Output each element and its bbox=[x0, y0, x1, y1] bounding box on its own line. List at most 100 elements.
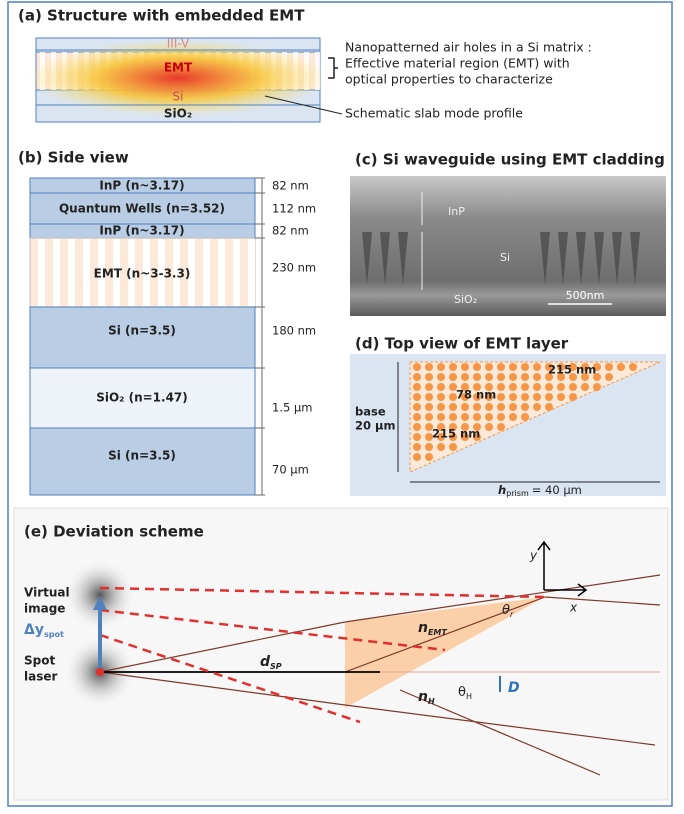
hole bbox=[473, 373, 481, 381]
hole bbox=[485, 423, 493, 431]
hole bbox=[413, 433, 421, 441]
note: Schematic slab mode profile bbox=[345, 106, 523, 121]
layer-label: Si bbox=[173, 90, 184, 104]
air-hole bbox=[68, 239, 75, 306]
sem-label: InP bbox=[448, 205, 465, 218]
layer-label: SiO₂ bbox=[164, 107, 192, 121]
hole bbox=[413, 383, 421, 391]
hole bbox=[449, 363, 457, 371]
hole bbox=[425, 383, 433, 391]
layer-label: InP (n~3.17) bbox=[99, 179, 184, 193]
label: Spot bbox=[24, 654, 55, 668]
hole bbox=[509, 363, 517, 371]
hole bbox=[521, 363, 529, 371]
hole bbox=[449, 403, 457, 411]
hole bbox=[485, 363, 493, 371]
hole bbox=[425, 373, 433, 381]
dim-label: 230 nm bbox=[272, 261, 316, 275]
hole bbox=[449, 443, 457, 451]
label-part: spot bbox=[44, 630, 64, 639]
dim-label: 82 nm bbox=[272, 224, 309, 238]
hole bbox=[461, 413, 469, 421]
label-part: n bbox=[418, 620, 428, 636]
panel-c: (c) Si waveguide using EMT cladding InP … bbox=[350, 151, 666, 317]
hole bbox=[413, 423, 421, 431]
label-part: EMT bbox=[428, 628, 447, 637]
hole bbox=[425, 443, 433, 451]
label-part: H bbox=[466, 692, 472, 701]
hole bbox=[413, 363, 421, 371]
panel-e: (e) Deviation scheme Virtual image Δyspo… bbox=[14, 508, 668, 800]
hole bbox=[473, 403, 481, 411]
hole bbox=[449, 373, 457, 381]
layer bbox=[30, 307, 255, 368]
hole bbox=[497, 363, 505, 371]
label: Virtual bbox=[24, 586, 70, 600]
hole bbox=[545, 393, 553, 401]
label-part: h bbox=[498, 483, 506, 497]
hole bbox=[521, 393, 529, 401]
panel-title: (b) Side view bbox=[18, 149, 129, 167]
spot bbox=[96, 668, 104, 676]
hole bbox=[413, 413, 421, 421]
hole bbox=[425, 393, 433, 401]
hole bbox=[473, 363, 481, 371]
hole bbox=[497, 423, 505, 431]
hole bbox=[509, 413, 517, 421]
label-part: prism bbox=[506, 489, 529, 498]
hole bbox=[605, 373, 613, 381]
hole bbox=[617, 363, 625, 371]
hole bbox=[413, 373, 421, 381]
note: Effective material region (EMT) with bbox=[345, 56, 570, 71]
hole bbox=[437, 413, 445, 421]
hole bbox=[521, 413, 529, 421]
label: x bbox=[569, 601, 578, 615]
panel-d: (d) Top view of EMT layer 215 nm 78 nm 2… bbox=[350, 335, 666, 498]
hole bbox=[425, 453, 433, 461]
hole bbox=[521, 383, 529, 391]
hole bbox=[533, 393, 541, 401]
air-hole bbox=[53, 239, 60, 306]
dim-label: base bbox=[355, 405, 386, 419]
hole bbox=[605, 363, 613, 371]
note: optical properties to characterize bbox=[345, 72, 553, 87]
sem-label: SiO₂ bbox=[454, 293, 477, 306]
dim-label: 82 nm bbox=[272, 179, 309, 193]
layer-label: Si (n=3.5) bbox=[108, 449, 176, 463]
figure: (a) Structure with embedded EMT III-V EM… bbox=[0, 0, 684, 814]
hole bbox=[545, 403, 553, 411]
hole bbox=[437, 383, 445, 391]
hole bbox=[461, 403, 469, 411]
hole bbox=[413, 443, 421, 451]
label-part: SP bbox=[270, 662, 282, 671]
dim-label: 180 nm bbox=[272, 324, 316, 338]
layer-label: Si (n=3.5) bbox=[108, 324, 176, 338]
hole bbox=[413, 403, 421, 411]
label: laser bbox=[24, 670, 57, 684]
air-hole bbox=[218, 239, 225, 306]
panel-a: (a) Structure with embedded EMT III-V EM… bbox=[18, 7, 592, 123]
air-hole bbox=[203, 239, 210, 306]
air-hole bbox=[38, 239, 45, 306]
hole bbox=[461, 363, 469, 371]
label-part: = 40 µm bbox=[532, 483, 582, 497]
air-hole bbox=[233, 239, 240, 306]
scale-label: 500nm bbox=[566, 289, 605, 302]
dim-label: 20 µm bbox=[355, 419, 395, 433]
hole bbox=[485, 403, 493, 411]
air-hole bbox=[248, 239, 255, 306]
hole bbox=[509, 403, 517, 411]
dim-label: 215 nm bbox=[548, 363, 596, 377]
label-part: Δy bbox=[24, 622, 44, 638]
hole bbox=[485, 373, 493, 381]
hole bbox=[437, 443, 445, 451]
hole bbox=[533, 383, 541, 391]
label-part: θ bbox=[458, 685, 466, 700]
hole bbox=[437, 373, 445, 381]
hole bbox=[569, 393, 577, 401]
layer-label: SiO₂ (n=1.47) bbox=[96, 391, 188, 405]
layer-label: EMT (n~3-3.3) bbox=[94, 267, 191, 281]
panel-b: (b) Side view InP (n~3.17) Quantum Wells… bbox=[18, 149, 316, 496]
hole bbox=[509, 393, 517, 401]
label-part: θ bbox=[502, 603, 510, 618]
